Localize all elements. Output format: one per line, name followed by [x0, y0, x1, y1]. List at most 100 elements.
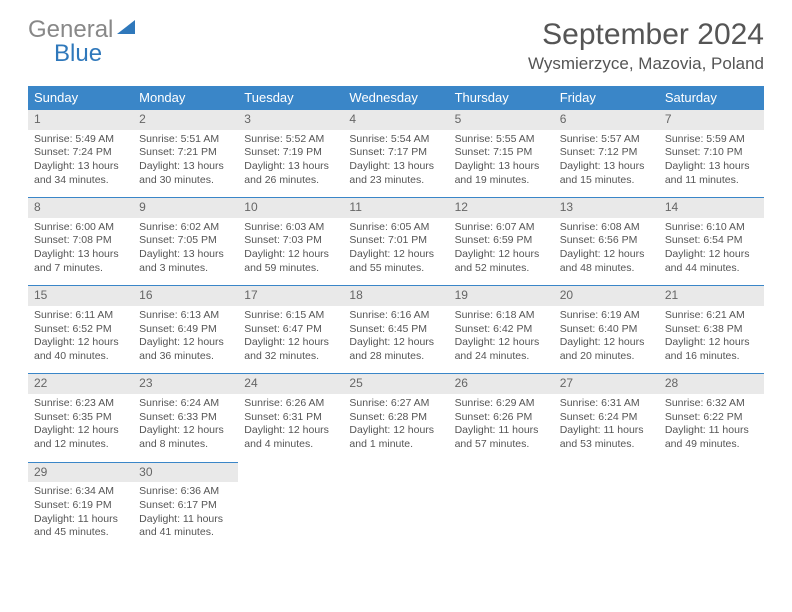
daylight: Daylight: 13 hours and 34 minutes.	[34, 160, 127, 187]
sunset: Sunset: 6:35 PM	[34, 411, 127, 425]
sunset: Sunset: 6:22 PM	[665, 411, 758, 425]
sunset: Sunset: 7:21 PM	[139, 146, 232, 160]
day-cell: Sunrise: 6:23 AMSunset: 6:35 PMDaylight:…	[28, 394, 133, 462]
day-number	[238, 462, 343, 482]
weekday-header-row: Sunday Monday Tuesday Wednesday Thursday…	[28, 86, 764, 110]
sunrise: Sunrise: 6:26 AM	[244, 397, 337, 411]
daylight: Daylight: 13 hours and 15 minutes.	[560, 160, 653, 187]
sunset: Sunset: 6:33 PM	[139, 411, 232, 425]
daylight: Daylight: 12 hours and 40 minutes.	[34, 336, 127, 363]
sunrise: Sunrise: 6:36 AM	[139, 485, 232, 499]
daylight: Daylight: 12 hours and 1 minute.	[349, 424, 442, 451]
day-cell	[449, 482, 554, 550]
daylight: Daylight: 12 hours and 12 minutes.	[34, 424, 127, 451]
daylight: Daylight: 12 hours and 44 minutes.	[665, 248, 758, 275]
logo: General Blue	[28, 18, 137, 66]
day-cell: Sunrise: 6:29 AMSunset: 6:26 PMDaylight:…	[449, 394, 554, 462]
day-number	[659, 462, 764, 482]
day-cell: Sunrise: 6:02 AMSunset: 7:05 PMDaylight:…	[133, 218, 238, 286]
day-number	[449, 462, 554, 482]
day-cell: Sunrise: 5:55 AMSunset: 7:15 PMDaylight:…	[449, 130, 554, 198]
sunrise: Sunrise: 6:15 AM	[244, 309, 337, 323]
day-number: 22	[28, 374, 133, 394]
daylight: Daylight: 12 hours and 20 minutes.	[560, 336, 653, 363]
calendar-table: Sunday Monday Tuesday Wednesday Thursday…	[28, 86, 764, 550]
sunrise: Sunrise: 6:13 AM	[139, 309, 232, 323]
sunrise: Sunrise: 6:07 AM	[455, 221, 548, 235]
weekday-header: Wednesday	[343, 86, 448, 110]
sunset: Sunset: 6:45 PM	[349, 323, 442, 337]
sunset: Sunset: 6:26 PM	[455, 411, 548, 425]
day-number: 12	[449, 198, 554, 218]
daylight: Daylight: 12 hours and 32 minutes.	[244, 336, 337, 363]
daylight: Daylight: 12 hours and 8 minutes.	[139, 424, 232, 451]
day-number-row: 891011121314	[28, 198, 764, 218]
sunset: Sunset: 7:15 PM	[455, 146, 548, 160]
sunset: Sunset: 6:42 PM	[455, 323, 548, 337]
sunrise: Sunrise: 6:08 AM	[560, 221, 653, 235]
day-cell: Sunrise: 6:31 AMSunset: 6:24 PMDaylight:…	[554, 394, 659, 462]
day-number: 27	[554, 374, 659, 394]
weekday-header: Saturday	[659, 86, 764, 110]
sunset: Sunset: 6:19 PM	[34, 499, 127, 513]
weekday-header: Monday	[133, 86, 238, 110]
sunrise: Sunrise: 6:32 AM	[665, 397, 758, 411]
day-cell: Sunrise: 6:18 AMSunset: 6:42 PMDaylight:…	[449, 306, 554, 374]
sunset: Sunset: 6:28 PM	[349, 411, 442, 425]
day-cell: Sunrise: 6:15 AMSunset: 6:47 PMDaylight:…	[238, 306, 343, 374]
sunset: Sunset: 7:12 PM	[560, 146, 653, 160]
day-number-row: 2930	[28, 462, 764, 482]
day-cell: Sunrise: 5:51 AMSunset: 7:21 PMDaylight:…	[133, 130, 238, 198]
day-number: 28	[659, 374, 764, 394]
day-number: 11	[343, 198, 448, 218]
day-number: 6	[554, 110, 659, 130]
day-cell: Sunrise: 6:24 AMSunset: 6:33 PMDaylight:…	[133, 394, 238, 462]
day-number: 9	[133, 198, 238, 218]
logo-word2: Blue	[28, 40, 102, 67]
day-number: 30	[133, 462, 238, 482]
day-number: 23	[133, 374, 238, 394]
header: General Blue September 2024 Wysmierzyce,…	[28, 18, 764, 74]
sunset: Sunset: 6:38 PM	[665, 323, 758, 337]
day-number: 18	[343, 286, 448, 306]
daylight: Daylight: 12 hours and 16 minutes.	[665, 336, 758, 363]
sunset: Sunset: 7:17 PM	[349, 146, 442, 160]
weekday-header: Thursday	[449, 86, 554, 110]
day-cell: Sunrise: 5:57 AMSunset: 7:12 PMDaylight:…	[554, 130, 659, 198]
sunset: Sunset: 6:52 PM	[34, 323, 127, 337]
day-cell: Sunrise: 6:27 AMSunset: 6:28 PMDaylight:…	[343, 394, 448, 462]
sunrise: Sunrise: 6:19 AM	[560, 309, 653, 323]
daylight: Daylight: 12 hours and 36 minutes.	[139, 336, 232, 363]
sunset: Sunset: 7:05 PM	[139, 234, 232, 248]
day-content-row: Sunrise: 6:00 AMSunset: 7:08 PMDaylight:…	[28, 218, 764, 286]
day-content-row: Sunrise: 5:49 AMSunset: 7:24 PMDaylight:…	[28, 130, 764, 198]
day-cell: Sunrise: 6:34 AMSunset: 6:19 PMDaylight:…	[28, 482, 133, 550]
day-cell: Sunrise: 6:19 AMSunset: 6:40 PMDaylight:…	[554, 306, 659, 374]
day-cell: Sunrise: 6:10 AMSunset: 6:54 PMDaylight:…	[659, 218, 764, 286]
day-number: 24	[238, 374, 343, 394]
daylight: Daylight: 13 hours and 7 minutes.	[34, 248, 127, 275]
sunrise: Sunrise: 6:00 AM	[34, 221, 127, 235]
day-cell: Sunrise: 5:54 AMSunset: 7:17 PMDaylight:…	[343, 130, 448, 198]
sunrise: Sunrise: 6:18 AM	[455, 309, 548, 323]
daylight: Daylight: 11 hours and 49 minutes.	[665, 424, 758, 451]
daylight: Daylight: 12 hours and 59 minutes.	[244, 248, 337, 275]
day-cell: Sunrise: 6:32 AMSunset: 6:22 PMDaylight:…	[659, 394, 764, 462]
day-content-row: Sunrise: 6:23 AMSunset: 6:35 PMDaylight:…	[28, 394, 764, 462]
day-cell: Sunrise: 6:00 AMSunset: 7:08 PMDaylight:…	[28, 218, 133, 286]
sunset: Sunset: 6:59 PM	[455, 234, 548, 248]
daylight: Daylight: 12 hours and 28 minutes.	[349, 336, 442, 363]
weekday-header: Friday	[554, 86, 659, 110]
sunset: Sunset: 7:24 PM	[34, 146, 127, 160]
sunrise: Sunrise: 6:02 AM	[139, 221, 232, 235]
sunset: Sunset: 6:17 PM	[139, 499, 232, 513]
sunrise: Sunrise: 6:29 AM	[455, 397, 548, 411]
daylight: Daylight: 13 hours and 3 minutes.	[139, 248, 232, 275]
day-cell: Sunrise: 5:52 AMSunset: 7:19 PMDaylight:…	[238, 130, 343, 198]
daylight: Daylight: 13 hours and 11 minutes.	[665, 160, 758, 187]
day-number: 29	[28, 462, 133, 482]
day-cell	[343, 482, 448, 550]
day-number-row: 22232425262728	[28, 374, 764, 394]
day-number: 25	[343, 374, 448, 394]
day-number: 1	[28, 110, 133, 130]
